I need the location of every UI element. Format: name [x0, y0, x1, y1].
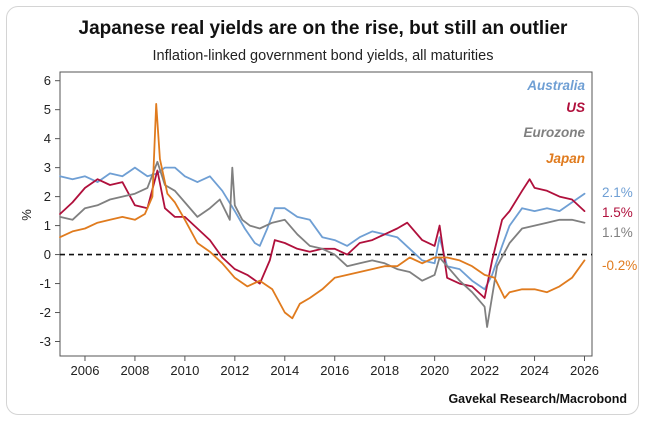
series-line-eurozone — [59, 160, 586, 328]
x-tick-label: 2006 — [71, 363, 100, 378]
end-label-eurozone: 1.1% — [602, 225, 633, 240]
x-tick-label: 2012 — [220, 363, 249, 378]
end-label-japan: -0.2% — [602, 258, 637, 273]
y-tick-label: 6 — [44, 73, 51, 88]
y-tick-label: 4 — [44, 131, 51, 146]
y-tick-label: 3 — [44, 160, 51, 175]
x-tick-label: 2018 — [370, 363, 399, 378]
legend-japan: Japan — [546, 151, 585, 166]
y-tick-label: 1 — [44, 218, 51, 233]
y-tick-label: 2 — [44, 189, 51, 204]
y-tick-label: -2 — [39, 305, 51, 320]
y-axis-label: % — [19, 209, 34, 221]
y-tick-label: 5 — [44, 102, 51, 117]
source-credit: Gavekal Research/Macrobond — [448, 392, 627, 406]
end-label-us: 1.5% — [602, 205, 633, 220]
y-tick-label: -1 — [39, 276, 51, 291]
x-tick-label: 2020 — [420, 363, 449, 378]
x-tick-label: 2022 — [470, 363, 499, 378]
end-label-australia: 2.1% — [602, 185, 633, 200]
x-tick-label: 2010 — [170, 363, 199, 378]
x-tick-label: 2014 — [270, 363, 299, 378]
series-line-japan — [59, 103, 586, 320]
chart-subtitle: Inflation-linked government bond yields,… — [153, 48, 494, 64]
x-tick-label: 2024 — [520, 363, 549, 378]
series-line-australia — [59, 166, 586, 291]
y-tick-label: 0 — [44, 247, 51, 262]
series-line-us — [59, 169, 586, 299]
plot-frame — [59, 71, 593, 357]
x-tick-label: 2008 — [120, 363, 149, 378]
x-tick-label: 2016 — [320, 363, 349, 378]
legend-us: US — [566, 100, 585, 115]
legend-eurozone: Eurozone — [523, 125, 585, 140]
chart-title: Japanese real yields are on the rise, bu… — [79, 18, 569, 39]
y-tick-label: -3 — [39, 334, 51, 349]
legend-australia: Australia — [526, 78, 585, 93]
x-tick-label: 2026 — [570, 363, 599, 378]
